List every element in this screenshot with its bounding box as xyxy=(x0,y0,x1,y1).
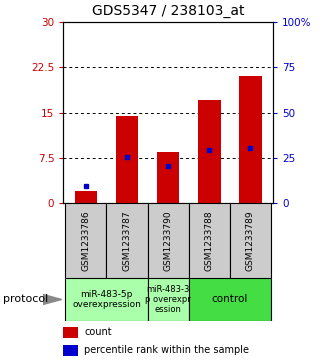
Text: miR-483-3
p overexpr
ession: miR-483-3 p overexpr ession xyxy=(145,285,191,314)
Text: GSM1233786: GSM1233786 xyxy=(81,210,90,271)
Bar xyxy=(107,203,148,278)
Bar xyxy=(198,101,220,203)
Text: protocol: protocol xyxy=(3,294,49,305)
Bar xyxy=(116,115,138,203)
Polygon shape xyxy=(43,294,62,305)
Bar xyxy=(65,278,148,321)
Bar xyxy=(157,152,179,203)
Bar xyxy=(189,203,230,278)
Bar xyxy=(189,278,271,321)
Text: GSM1233789: GSM1233789 xyxy=(246,210,255,271)
Title: GDS5347 / 238103_at: GDS5347 / 238103_at xyxy=(92,4,244,18)
Bar xyxy=(148,203,189,278)
Text: control: control xyxy=(212,294,248,305)
Text: miR-483-5p
overexpression: miR-483-5p overexpression xyxy=(72,290,141,309)
Bar xyxy=(239,76,262,203)
Bar xyxy=(63,327,78,338)
Bar xyxy=(75,191,97,203)
Text: GSM1233787: GSM1233787 xyxy=(123,210,132,271)
Text: GSM1233790: GSM1233790 xyxy=(164,210,173,271)
Bar xyxy=(63,345,78,356)
Bar xyxy=(148,278,189,321)
Text: percentile rank within the sample: percentile rank within the sample xyxy=(84,345,249,355)
Bar xyxy=(65,203,107,278)
Text: count: count xyxy=(84,327,112,337)
Bar xyxy=(230,203,271,278)
Text: GSM1233788: GSM1233788 xyxy=(205,210,214,271)
